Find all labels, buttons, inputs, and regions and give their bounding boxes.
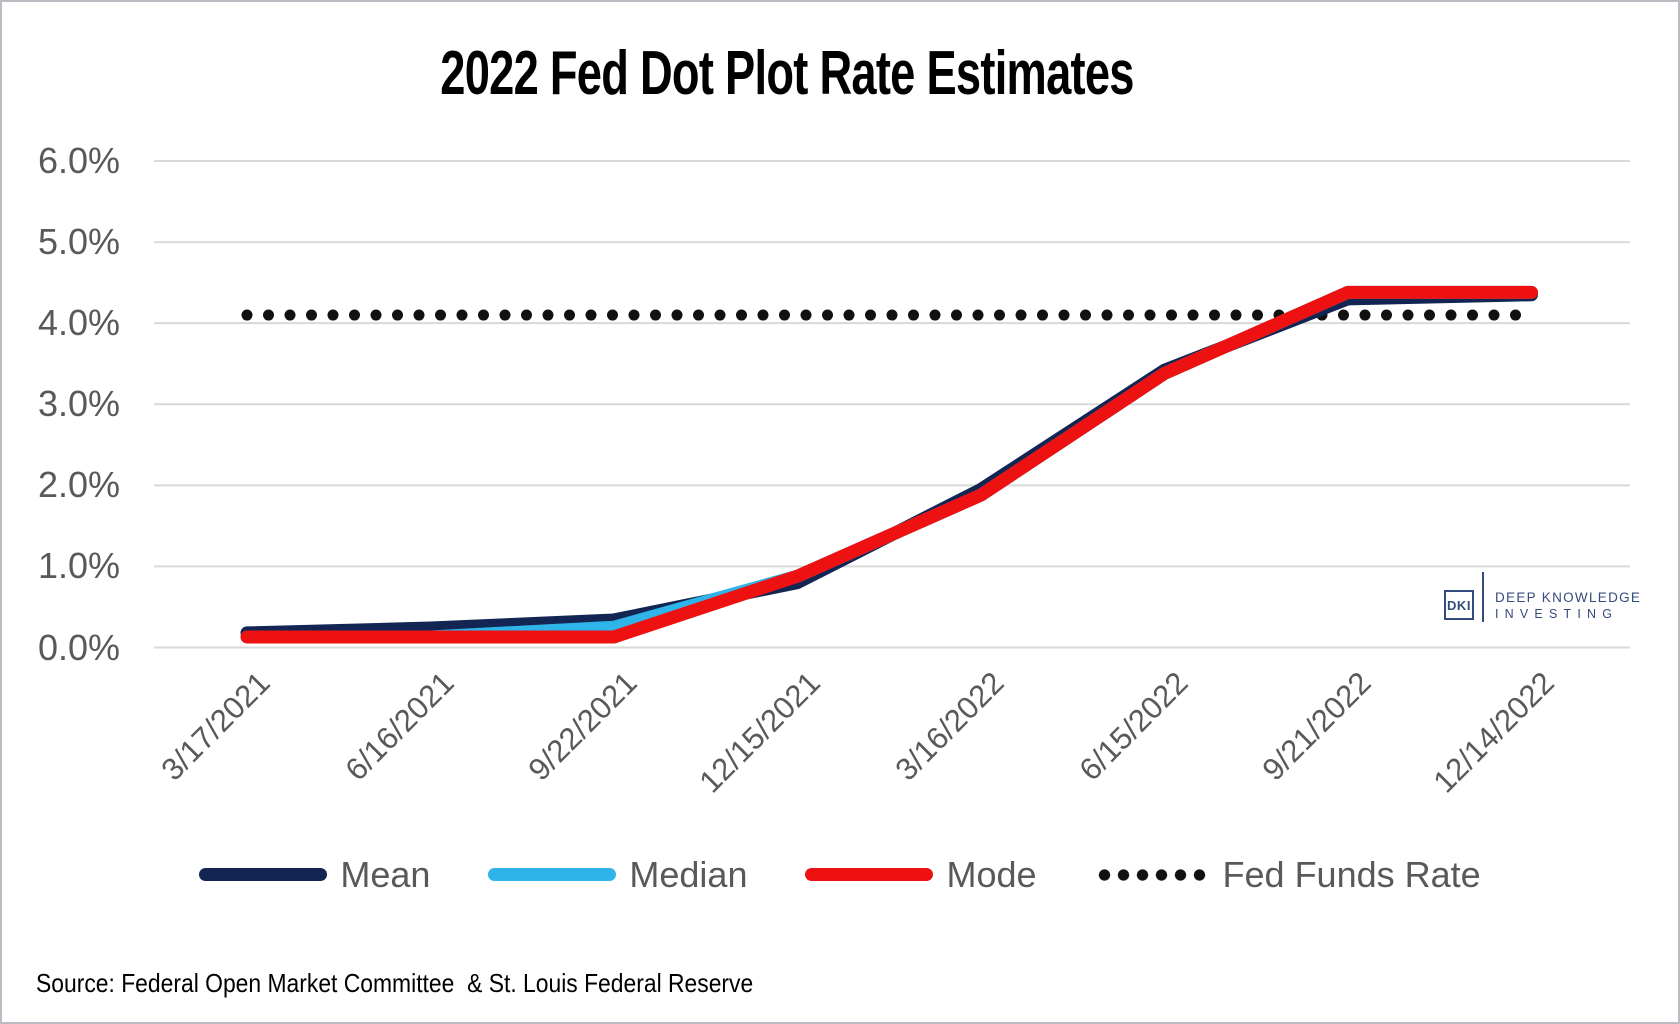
y-tick-label: 5.0%	[37, 221, 120, 263]
y-tick-label: 6.0%	[37, 140, 120, 181]
series-line-mode	[240, 285, 1538, 644]
median-line-swatch	[488, 868, 617, 881]
legend-item-median: Median	[488, 854, 747, 896]
series-line-mean	[240, 288, 1538, 640]
mode-line-swatch	[805, 868, 934, 881]
dki-logo-line1: DEEP KNOWLEDGE	[1495, 589, 1642, 605]
legend-label-mean: Mean	[340, 853, 431, 895]
y-tick-label: 4.0%	[37, 302, 120, 344]
dki-logo-mark-text: DKI	[1447, 597, 1471, 613]
y-tick-label: 0.0%	[37, 626, 120, 668]
legend-label-mode: Mode	[946, 853, 1037, 895]
dki-logo-wordmark: DEEP KNOWLEDGE INVESTING	[1495, 590, 1641, 621]
fed-funds-dotted-swatch	[1094, 868, 1210, 881]
legend-label-median: Median	[629, 853, 748, 895]
dki-logo-mark: DKI	[1444, 590, 1474, 620]
chart-legend: Mean Median Mode Fed Funds Rate	[2, 847, 1678, 902]
y-tick-label: 3.0%	[37, 383, 120, 425]
y-tick-label: 2.0%	[37, 464, 120, 506]
chart-title: 2022 Fed Dot Plot Rate Estimates	[440, 39, 1134, 108]
legend-item-mode: Mode	[805, 853, 1037, 896]
legend-item-fed-funds-rate: Fed Funds Rate	[1094, 853, 1481, 896]
legend-item-mean: Mean	[199, 854, 430, 896]
dki-logo: DKI DEEP KNOWLEDGE INVESTING	[1444, 572, 1641, 622]
mean-line-swatch	[199, 868, 328, 881]
source-note: Source: Federal Open Market Committee & …	[36, 968, 754, 998]
y-tick-label: 1.0%	[37, 545, 120, 587]
legend-label-fed-funds-rate: Fed Funds Rate	[1222, 853, 1481, 895]
dki-logo-divider	[1482, 572, 1484, 622]
dki-logo-line2: INVESTING	[1495, 606, 1619, 621]
series-line-median	[240, 285, 1538, 644]
